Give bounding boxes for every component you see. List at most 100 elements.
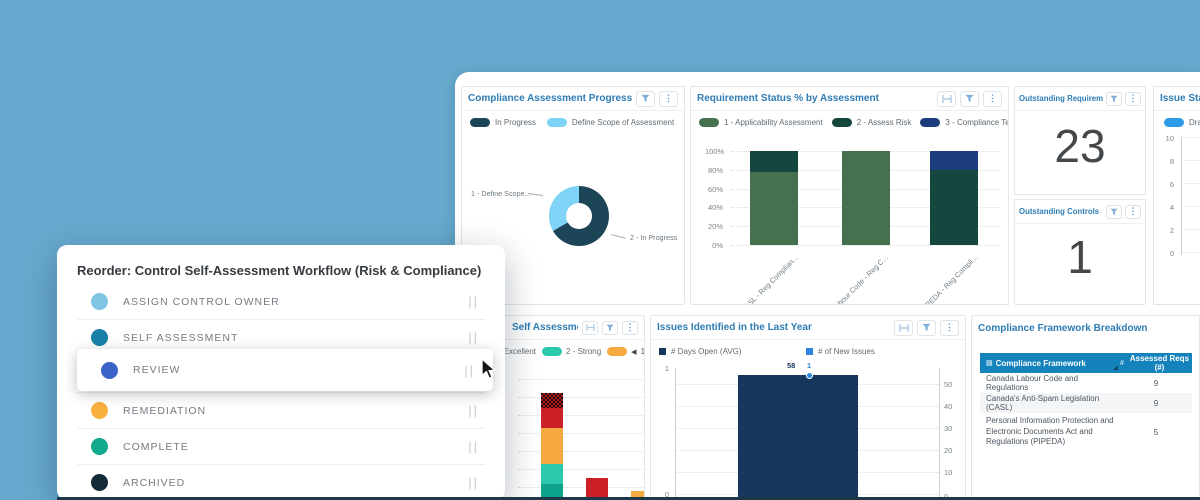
stacked-bar-2[interactable] <box>586 478 608 499</box>
workflow-item-remediation[interactable]: REMEDIATION || <box>57 393 505 428</box>
number-column-icon: # <box>1120 359 1124 367</box>
ellipsis-icon: ⋮ <box>988 93 997 103</box>
y-tick: 6 <box>1169 180 1174 189</box>
right-y-tick: 40 <box>944 402 953 411</box>
workflow-item-assign-control-owner[interactable]: ASSIGN CONTROL OWNER || <box>57 284 505 319</box>
drag-handle[interactable]: || <box>468 330 479 345</box>
legend-swatch-draft <box>1164 118 1184 127</box>
filter-button[interactable] <box>1106 204 1122 219</box>
workflow-item-complete[interactable]: COMPLETE || <box>57 429 505 464</box>
drag-handle[interactable]: || <box>468 403 479 418</box>
bar-plot-area <box>731 151 999 246</box>
stacked-bar-3[interactable] <box>631 491 644 499</box>
workflow-item-label: REVIEW <box>133 364 181 376</box>
donut-chart[interactable] <box>549 186 609 246</box>
legend-swatch-assess-risk <box>831 118 852 127</box>
y-tick: 0% <box>712 241 723 250</box>
workflow-item-label: ARCHIVED <box>123 476 186 489</box>
table-row: Canada Labour Code and Regulations 9 <box>986 374 1159 392</box>
divider <box>77 392 485 393</box>
panel-title: Issues Identified in the Last Year <box>657 322 812 333</box>
workflow-item-label: SELF ASSESSMENT <box>123 331 239 344</box>
panel-header: Self Assessment ⋮ <box>462 316 644 340</box>
legend-pagination: 1/3 <box>640 347 645 356</box>
filter-button[interactable] <box>636 90 655 107</box>
legend-label: In Progress <box>495 118 536 127</box>
ellipsis-icon: ⋮ <box>1128 93 1138 103</box>
ellipsis-icon: ⋮ <box>664 93 673 103</box>
menu-button[interactable]: ⋮ <box>622 320 638 335</box>
y-tick: 80% <box>707 166 723 175</box>
panel-issue-status: Issue Status Draft 10 8 6 4 2 0 <box>1153 86 1200 305</box>
status-dot <box>91 329 108 346</box>
funnel-icon <box>1110 95 1118 102</box>
left-y-tick: 1 <box>664 364 669 373</box>
menu-button[interactable]: ⋮ <box>1125 204 1141 219</box>
framework-table: ▤ Compliance Framework # Assessed Reqs (… <box>980 353 1192 451</box>
donut-callout-right: 2 - In Progress <box>630 233 678 242</box>
filter-button[interactable] <box>917 319 936 336</box>
column-header-assessed-reqs[interactable]: # Assessed Reqs (#) <box>1120 354 1190 372</box>
legend-swatch-in-progress <box>470 118 490 127</box>
stacked-bar-labour-code[interactable] <box>842 151 890 245</box>
days-open-bar[interactable] <box>738 375 858 499</box>
legend-swatch-strong <box>542 347 563 356</box>
right-y-tick: 20 <box>944 446 953 455</box>
drag-handle[interactable]: || <box>468 439 479 454</box>
left-axis-line <box>675 368 676 499</box>
menu-button[interactable]: ⋮ <box>1125 91 1141 106</box>
workflow-item-self-assessment[interactable]: SELF ASSESSMENT || <box>57 320 505 355</box>
workflow-item-review-dragging[interactable]: REVIEW || <box>77 349 493 391</box>
issue-status-legend: Draft <box>1164 118 1200 127</box>
y-tick: 20% <box>707 222 723 231</box>
drag-handle[interactable]: || <box>468 294 479 309</box>
legend-swatch-new-issues <box>806 348 813 355</box>
workflow-item-archived[interactable]: ARCHIVED || <box>57 465 505 500</box>
legend-label: 1 - Excellent <box>492 347 537 356</box>
panel-header: Compliance Framework Breakdown <box>972 316 1199 340</box>
right-y-tick: 0 <box>944 492 949 500</box>
bar-data-label: 58 <box>787 361 796 370</box>
panel-header: Issue Status <box>1154 87 1200 111</box>
divider <box>77 464 485 465</box>
donut-callout-left: 1 - Define Scope... <box>471 189 531 198</box>
mouse-cursor <box>481 358 497 380</box>
menu-button[interactable]: ⋮ <box>659 90 678 107</box>
expand-button[interactable] <box>937 90 956 107</box>
y-tick: 40% <box>707 203 723 212</box>
filter-button[interactable] <box>960 90 979 107</box>
stacked-bar-pipeda[interactable] <box>930 151 978 245</box>
dialog-title: Reorder: Control Self-Assessment Workflo… <box>77 263 482 278</box>
drag-handle[interactable]: || <box>468 475 479 490</box>
new-issues-point[interactable] <box>806 372 813 379</box>
expand-button[interactable] <box>582 320 598 335</box>
menu-button[interactable]: ⋮ <box>940 319 959 336</box>
legend-swatch-days-open <box>659 348 666 355</box>
legend-prev-arrow[interactable]: ◀ <box>631 348 637 356</box>
stacked-bar-1[interactable] <box>541 393 563 499</box>
funnel-icon <box>641 94 650 102</box>
range-icon <box>585 324 595 331</box>
workflow-item-label: COMPLETE <box>123 440 189 453</box>
table-row: Canada's Anti-Spam Legislation (CASL) 9 <box>980 393 1192 413</box>
dashboard-surface: Compliance Assessment Progress ⋮ In Prog… <box>455 72 1200 500</box>
legend-label: 1 - Applicability Assessment <box>724 118 823 127</box>
panel-header: Compliance Assessment Progress ⋮ <box>462 87 684 111</box>
expand-button[interactable] <box>894 319 913 336</box>
column-header-framework[interactable]: ▤ Compliance Framework <box>980 357 1120 370</box>
panel-title: Outstanding Requirements <box>1019 94 1103 103</box>
filter-button[interactable] <box>1106 91 1122 106</box>
drag-handle[interactable]: || <box>464 362 475 378</box>
menu-button[interactable]: ⋮ <box>983 90 1002 107</box>
panel-requirement-status: Requirement Status % by Assessment ⋮ 1 -… <box>690 86 1009 305</box>
funnel-icon <box>606 324 614 331</box>
range-icon <box>898 323 909 332</box>
stacked-bar-casl[interactable] <box>750 151 798 245</box>
legend-label: Define Scope of Assessment <box>571 118 675 127</box>
y-tick: 60% <box>707 185 723 194</box>
y-axis-line <box>1181 137 1182 255</box>
filter-button[interactable] <box>602 320 618 335</box>
legend-swatch-orange <box>607 347 628 356</box>
range-icon <box>941 94 952 103</box>
reorder-dialog: Reorder: Control Self-Assessment Workflo… <box>57 245 505 500</box>
